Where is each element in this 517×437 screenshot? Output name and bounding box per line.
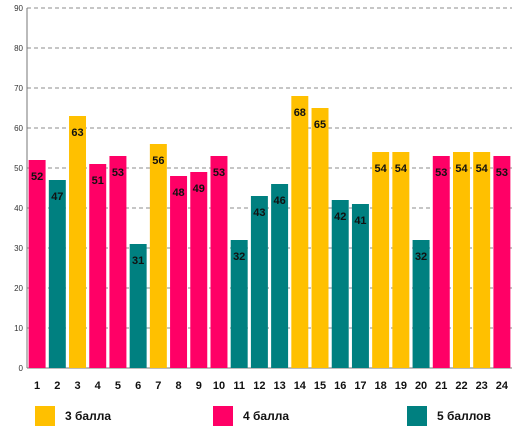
data-label-21: 53 [435,167,447,179]
y-tick-label-10: 10 [14,324,23,333]
x-tick-label-15: 15 [314,380,326,392]
data-label-24: 53 [496,167,508,179]
gridlines [27,7,512,329]
data-label-8: 48 [172,187,184,199]
x-tick-label-10: 10 [213,380,225,392]
y-tick-label-70: 70 [14,84,23,93]
bar-10 [210,156,228,368]
data-label-7: 56 [152,155,164,167]
bar-24 [493,156,511,368]
data-label-3: 63 [71,127,83,139]
data-label-17: 41 [354,215,366,227]
data-label-20: 32 [415,251,427,263]
bar-1 [28,160,46,368]
bar-14 [291,96,309,368]
y-tick-label-50: 50 [14,164,23,173]
x-tick-label-16: 16 [334,380,346,392]
data-label-12: 43 [253,207,265,219]
y-tick-label-0: 0 [19,364,24,373]
data-label-19: 54 [395,163,408,175]
y-tick-label-40: 40 [14,204,23,213]
bar-22 [452,152,470,368]
y-tick-label-60: 60 [14,124,23,133]
data-label-14: 68 [294,107,306,119]
bar-7 [149,144,167,368]
data-label-15: 65 [314,119,326,131]
x-tick-label-4: 4 [95,380,102,392]
data-label-22: 54 [455,163,468,175]
x-tick-label-23: 23 [476,380,488,392]
data-label-18: 54 [375,163,388,175]
bar-4 [89,164,107,368]
x-tick-label-6: 6 [135,380,141,392]
y-tick-label-80: 80 [14,44,23,53]
bars [28,96,511,368]
bar-13 [271,184,289,368]
bar-20 [412,240,430,368]
bar-11 [230,240,248,368]
bar-17 [351,204,369,368]
x-tick-label-17: 17 [354,380,366,392]
x-tick-label-19: 19 [395,380,407,392]
axes [26,8,512,369]
x-tick-label-20: 20 [415,380,427,392]
legend-swatch-5 [407,406,427,426]
data-label-2: 47 [51,191,63,203]
data-label-11: 32 [233,251,245,263]
x-tick-label-14: 14 [294,380,307,392]
x-tick-label-11: 11 [233,380,245,392]
data-label-13: 46 [273,195,285,207]
data-label-23: 54 [476,163,489,175]
x-tick-label-5: 5 [115,380,121,392]
y-tick-label-90: 90 [14,4,23,13]
bar-5 [109,156,127,368]
legend: 3 балла 4 балла 5 баллов [0,402,517,432]
x-tick-label-22: 22 [455,380,467,392]
bar-18 [372,152,390,368]
bar-6 [129,244,147,368]
bar-9 [190,172,208,368]
legend-label-4: 4 балла [243,409,290,423]
data-label-9: 49 [193,183,205,195]
data-label-10: 53 [213,167,225,179]
y-tick-label-30: 30 [14,244,23,253]
x-tick-label-18: 18 [375,380,387,392]
x-tick-label-1: 1 [34,380,40,392]
data-labels: 52 47 63 51 53 31 56 48 49 53 32 43 46 68 65 42 41 54 54 32… [31,107,508,267]
x-tick-label-3: 3 [74,380,80,392]
bar-3 [69,116,87,368]
x-tick-label-8: 8 [176,380,182,392]
bar-2 [48,180,66,368]
data-label-6: 31 [132,255,144,267]
x-tick-label-24: 24 [496,380,509,392]
x-tick-label-2: 2 [54,380,60,392]
x-tick-label-7: 7 [155,380,161,392]
y-tick-label-20: 20 [14,284,23,293]
bar-16 [331,200,349,368]
bar-23 [473,152,491,368]
bar-8 [170,176,188,368]
bar-21 [432,156,450,368]
bar-12 [250,196,268,368]
legend-label-3: 3 балла [65,409,112,423]
x-tick-label-13: 13 [273,380,285,392]
data-label-5: 53 [112,167,124,179]
x-tick-label-21: 21 [435,380,447,392]
legend-label-5: 5 баллов [437,409,491,423]
legend-swatch-4 [213,406,233,426]
bar-15 [311,108,329,368]
legend-swatch-3 [35,406,55,426]
x-tick-label-9: 9 [196,380,202,392]
x-tick-label-12: 12 [253,380,265,392]
y-tick-labels: 0 10 20 30 40 50 60 70 80 90 [14,4,23,373]
data-label-1: 52 [31,171,43,183]
data-label-16: 42 [334,211,346,223]
data-label-4: 51 [92,175,104,187]
x-tick-labels: 1 2 3 4 5 6 7 8 9 10 11 12 13 14 15 16 17 18 19 20 21 22 23 24 [34,380,509,392]
bar-19 [392,152,410,368]
